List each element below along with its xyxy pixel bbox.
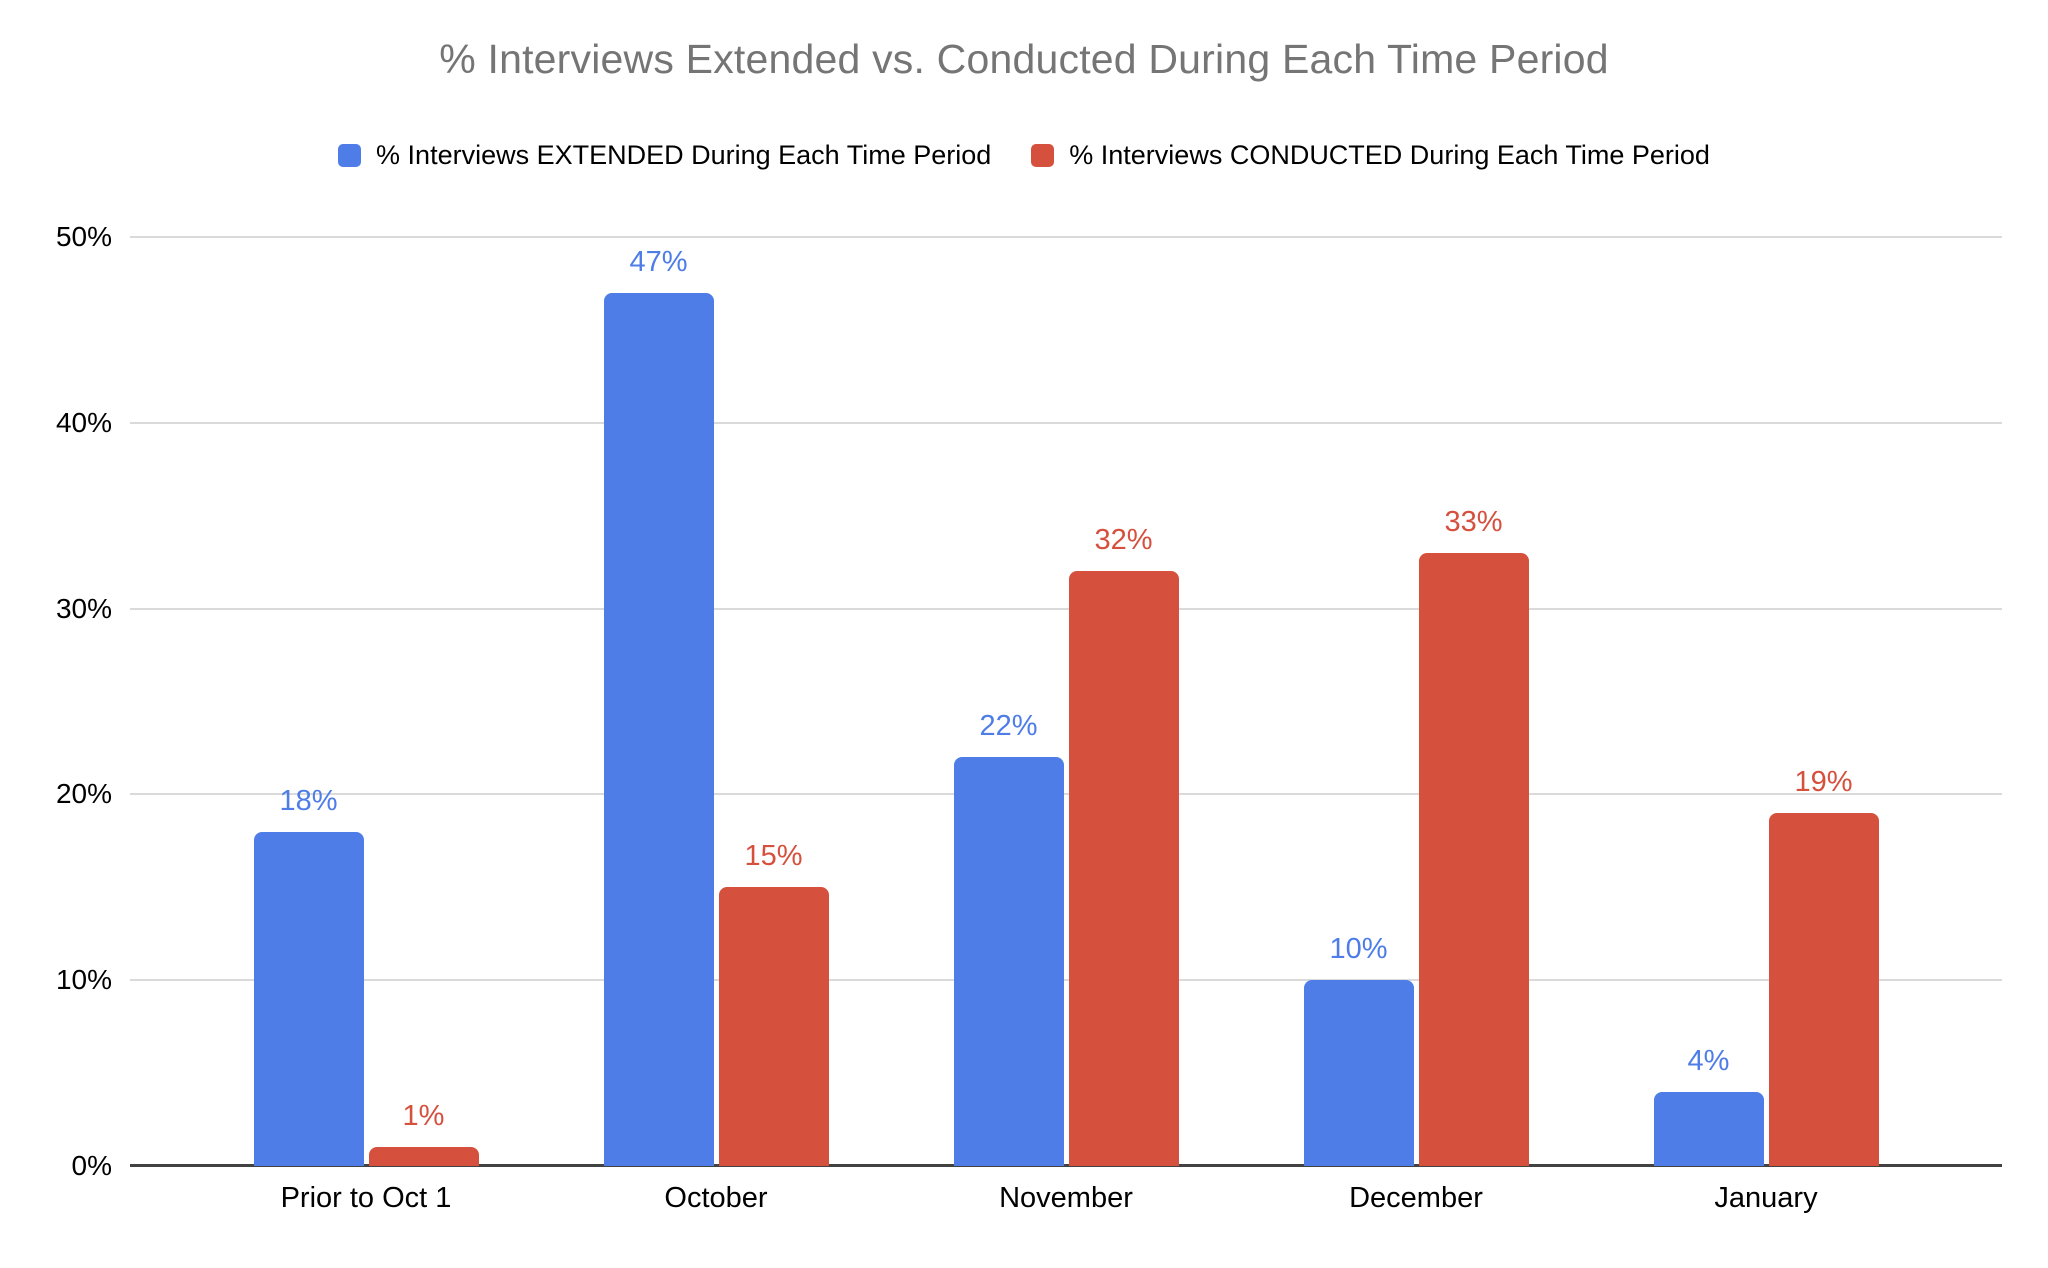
bar-extended-november (953, 757, 1064, 1166)
y-tick-label-10: 10% (55, 964, 112, 996)
gridline-50 (130, 236, 2002, 238)
legend-label-conducted: % Interviews CONDUCTED During Each Time … (1069, 140, 1710, 170)
bar-group-january: 4% 19% (1591, 237, 1941, 1166)
bar-conducted-november (1068, 571, 1179, 1166)
bar-label-extended-prior-to-oct-1: 18% (279, 784, 338, 817)
chart-title: % Interviews Extended vs. Conducted Duri… (439, 36, 1609, 82)
legend-label-extended: % Interviews EXTENDED During Each Time P… (376, 140, 992, 170)
y-tick-label-50: 50% (55, 221, 112, 252)
bar-conducted-prior-to-oct-1 (368, 1147, 479, 1166)
bar-group-november: 22% 32% (891, 237, 1241, 1166)
y-tick-label-20: 20% (55, 778, 112, 810)
bar-label-extended-december: 10% (1329, 933, 1388, 966)
bar-label-conducted-prior-to-oct-1: 1% (402, 1100, 445, 1133)
y-tick-label-30: 30% (55, 592, 112, 624)
plot-area: 18% 1% 47% 15% 22% 32% 10% 33% 4% 19% (130, 236, 2002, 1167)
bar-label-conducted-january: 19% (1794, 765, 1853, 798)
legend-swatch-extended-icon (338, 144, 362, 167)
bar-label-extended-november: 22% (979, 710, 1038, 743)
bar-extended-january (1653, 1091, 1764, 1166)
x-category-label-january: January (1714, 1182, 1818, 1214)
bar-label-extended-january: 4% (1687, 1044, 1730, 1077)
bar-extended-december (1303, 980, 1414, 1166)
x-category-label-december: December (1349, 1182, 1483, 1214)
y-tick-label-0: 0% (71, 1150, 112, 1181)
bar-label-extended-october: 47% (629, 245, 688, 278)
bar-group-prior-to-oct-1: 18% 1% (191, 237, 541, 1166)
bar-conducted-january (1768, 812, 1879, 1166)
gridline-30 (130, 607, 2002, 610)
legend-item-conducted: % Interviews CONDUCTED During Each Time … (1031, 140, 1710, 171)
bar-group-october: 47% 15% (541, 237, 891, 1166)
x-category-label-november: November (999, 1182, 1133, 1214)
x-axis-baseline (130, 1164, 2002, 1167)
bar-label-conducted-october: 15% (744, 840, 803, 873)
gridline-10 (130, 979, 2002, 982)
x-category-label-prior-to-oct-1: Prior to Oct 1 (280, 1182, 452, 1214)
bar-extended-october (603, 292, 714, 1166)
bar-label-conducted-december: 33% (1444, 505, 1503, 538)
gridline-40 (130, 421, 2002, 424)
legend-swatch-conducted-icon (1031, 144, 1055, 167)
bar-group-december: 10% 33% (1241, 237, 1591, 1166)
bar-conducted-october (718, 887, 829, 1166)
bar-extended-prior-to-oct-1 (253, 831, 364, 1166)
bar-label-conducted-november: 32% (1094, 524, 1153, 557)
y-tick-label-40: 40% (55, 406, 112, 438)
legend-item-extended: % Interviews EXTENDED During Each Time P… (338, 140, 991, 171)
gridline-20 (130, 793, 2002, 796)
x-category-label-october: October (664, 1182, 768, 1214)
bar-conducted-december (1418, 552, 1529, 1166)
chart-legend: % Interviews EXTENDED During Each Time P… (0, 140, 2048, 171)
